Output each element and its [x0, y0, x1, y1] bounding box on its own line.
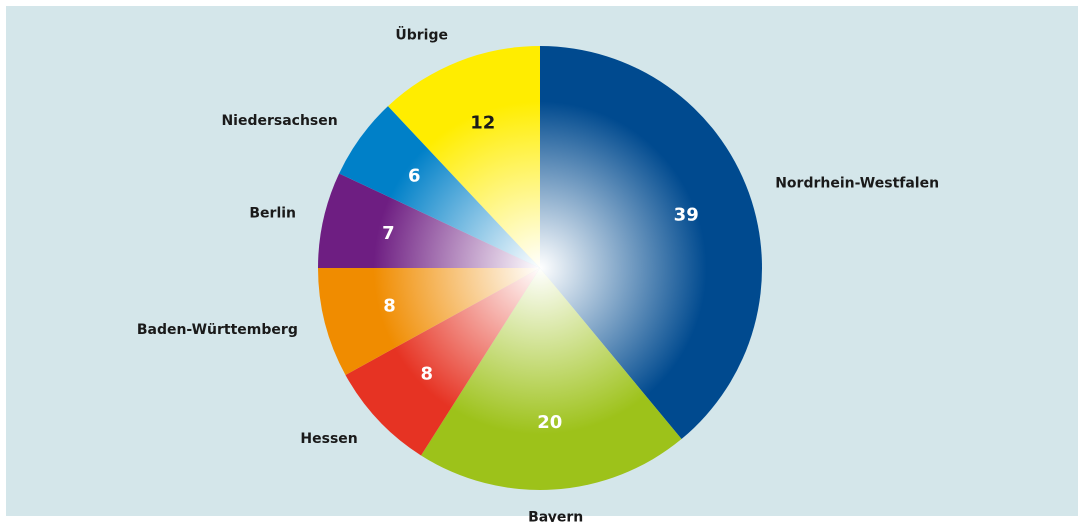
category-label: Berlin — [249, 205, 296, 221]
value-label: 39 — [674, 204, 699, 225]
slice — [540, 46, 763, 440]
slice — [318, 268, 540, 375]
value-label: 20 — [537, 412, 562, 433]
category-label: Niedersachsen — [221, 113, 337, 129]
slice — [421, 268, 682, 491]
slice — [318, 173, 540, 268]
slice — [339, 106, 540, 268]
category-label: Hessen — [300, 431, 357, 447]
value-label: 8 — [420, 363, 433, 384]
slice — [345, 268, 540, 456]
value-label: 12 — [470, 113, 495, 134]
value-label: 7 — [382, 223, 395, 244]
value-label: 8 — [383, 296, 396, 317]
slice — [388, 46, 540, 268]
category-label: Übrige — [395, 26, 448, 44]
value-label: 6 — [408, 166, 421, 187]
category-label: Bayern — [528, 510, 583, 522]
category-label: Nordrhein-Westfalen — [775, 175, 939, 191]
category-label: Baden-Württemberg — [137, 322, 298, 338]
